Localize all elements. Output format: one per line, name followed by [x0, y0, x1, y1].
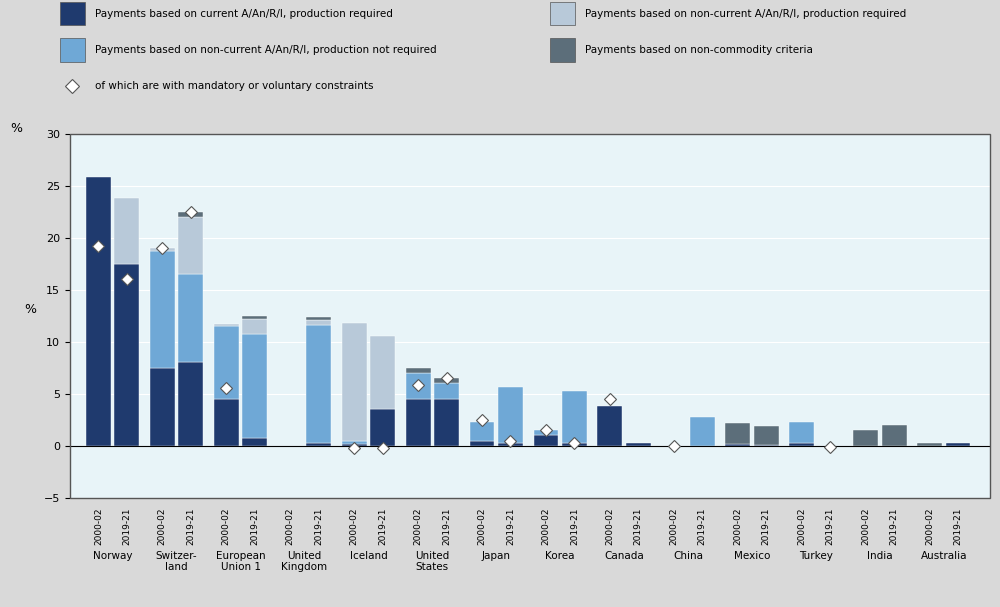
- Bar: [242, 334, 267, 438]
- Text: Canada: Canada: [604, 551, 644, 560]
- Text: Payments based on non-current A/An/R/I, production not required: Payments based on non-current A/An/R/I, …: [95, 45, 437, 55]
- Bar: [434, 378, 459, 383]
- Text: Iceland: Iceland: [350, 551, 387, 560]
- Text: India: India: [867, 551, 893, 560]
- Bar: [114, 198, 139, 263]
- Text: Payments based on non-current A/An/R/I, production required: Payments based on non-current A/An/R/I, …: [585, 9, 906, 19]
- Bar: [342, 441, 367, 444]
- Bar: [60, 2, 85, 25]
- Bar: [562, 443, 587, 446]
- Bar: [114, 263, 139, 446]
- Bar: [470, 441, 494, 446]
- Bar: [370, 409, 395, 446]
- Bar: [214, 399, 239, 446]
- Bar: [754, 426, 779, 445]
- Bar: [725, 444, 750, 446]
- Bar: [853, 430, 878, 446]
- Bar: [434, 399, 459, 446]
- Bar: [550, 2, 575, 25]
- Bar: [342, 444, 367, 446]
- Bar: [306, 317, 331, 320]
- Text: Korea: Korea: [545, 551, 575, 560]
- Bar: [242, 316, 267, 319]
- Text: %: %: [10, 122, 22, 135]
- Bar: [150, 248, 175, 251]
- Text: Payments based on non-commodity criteria: Payments based on non-commodity criteria: [585, 45, 813, 55]
- Bar: [242, 319, 267, 334]
- Text: United
States: United States: [415, 551, 449, 572]
- Bar: [406, 399, 431, 446]
- Bar: [498, 387, 523, 443]
- Bar: [242, 438, 267, 446]
- Bar: [370, 336, 395, 409]
- Bar: [725, 423, 750, 444]
- Bar: [946, 443, 970, 446]
- Text: Switzer-
land: Switzer- land: [156, 551, 197, 572]
- Bar: [470, 422, 494, 441]
- Y-axis label: %: %: [24, 303, 36, 316]
- Bar: [434, 383, 459, 399]
- Bar: [406, 373, 431, 399]
- Bar: [550, 38, 575, 62]
- Bar: [306, 320, 331, 325]
- Text: United
Kingdom: United Kingdom: [281, 551, 328, 572]
- Bar: [534, 430, 558, 435]
- Bar: [214, 326, 239, 399]
- Bar: [406, 368, 431, 373]
- Bar: [306, 325, 331, 443]
- Bar: [150, 251, 175, 368]
- Bar: [178, 362, 203, 446]
- Text: European
Union 1: European Union 1: [216, 551, 265, 572]
- Bar: [562, 390, 587, 443]
- Bar: [690, 416, 715, 446]
- Bar: [150, 368, 175, 446]
- Bar: [597, 406, 622, 446]
- Bar: [60, 38, 85, 62]
- Text: Japan: Japan: [482, 551, 511, 560]
- Bar: [882, 425, 907, 446]
- Bar: [178, 274, 203, 362]
- Text: Norway: Norway: [93, 551, 132, 560]
- Bar: [754, 445, 779, 446]
- Text: Turkey: Turkey: [799, 551, 833, 560]
- Bar: [86, 177, 111, 446]
- Bar: [917, 443, 942, 446]
- Text: of which are with mandatory or voluntary constraints: of which are with mandatory or voluntary…: [95, 81, 374, 91]
- Bar: [534, 435, 558, 446]
- Bar: [178, 217, 203, 274]
- Bar: [789, 443, 814, 446]
- Bar: [306, 443, 331, 446]
- Bar: [214, 324, 239, 326]
- Bar: [789, 422, 814, 443]
- Text: Mexico: Mexico: [734, 551, 770, 560]
- Text: China: China: [673, 551, 703, 560]
- Text: Australia: Australia: [921, 551, 967, 560]
- Bar: [342, 323, 367, 441]
- Bar: [178, 212, 203, 217]
- Bar: [498, 443, 523, 446]
- Text: Payments based on current A/An/R/I, production required: Payments based on current A/An/R/I, prod…: [95, 9, 393, 19]
- Bar: [626, 443, 651, 446]
